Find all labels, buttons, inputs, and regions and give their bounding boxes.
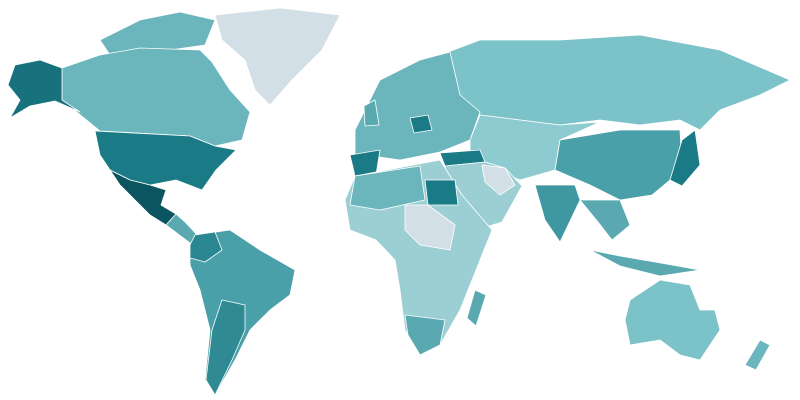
region-iran[interactable] xyxy=(481,164,516,196)
region-poland[interactable] xyxy=(409,114,433,134)
region-indonesia[interactable] xyxy=(589,249,701,277)
region-russia[interactable] xyxy=(439,34,791,131)
region-australia[interactable] xyxy=(624,279,721,361)
region-north-africa[interactable] xyxy=(349,165,426,211)
region-alaska[interactable] xyxy=(7,59,81,119)
region-central-africa-nodata[interactable] xyxy=(404,204,456,251)
region-canada[interactable] xyxy=(61,47,251,147)
region-madagascar[interactable] xyxy=(466,289,487,327)
region-uk[interactable] xyxy=(363,99,380,127)
region-new-zealand[interactable] xyxy=(744,339,771,371)
region-central-america[interactable] xyxy=(165,213,201,247)
region-usa[interactable] xyxy=(94,130,237,191)
region-colombia[interactable] xyxy=(189,231,223,263)
region-central-asia[interactable] xyxy=(469,114,601,181)
region-se-asia[interactable] xyxy=(579,199,631,241)
region-south-africa[interactable] xyxy=(404,314,446,356)
region-greenland[interactable] xyxy=(214,7,341,106)
region-egypt[interactable] xyxy=(424,179,459,206)
region-argentina[interactable] xyxy=(205,299,246,396)
region-india[interactable] xyxy=(534,184,581,243)
region-china[interactable] xyxy=(554,129,683,201)
region-japan[interactable] xyxy=(669,129,701,187)
